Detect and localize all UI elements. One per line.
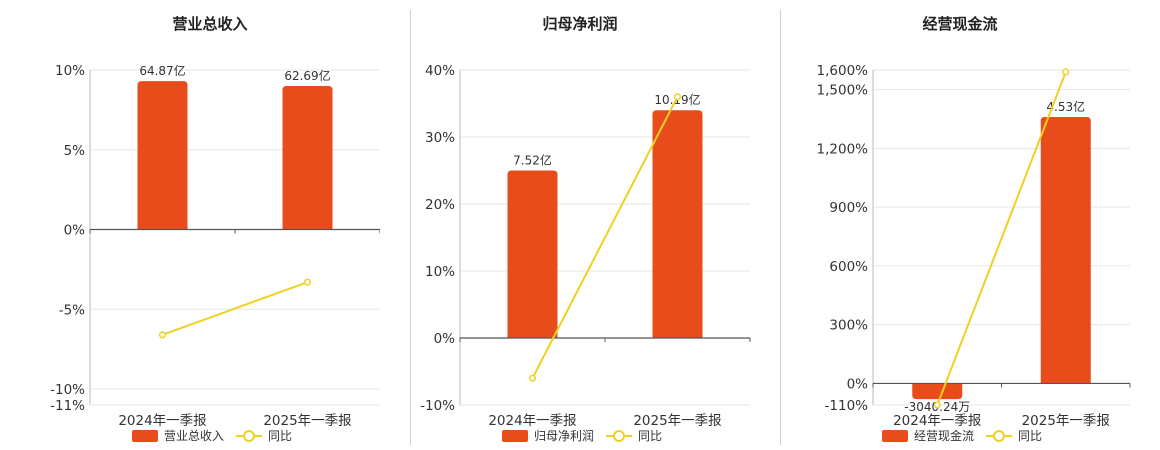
bar (507, 170, 558, 338)
legend-line-marker (993, 430, 1005, 442)
legend-line-label: 同比 (268, 429, 292, 443)
y-tick-label: 0% (64, 223, 86, 239)
chart-title: 归母净利润 (542, 15, 617, 33)
legend-bar-label: 经营现金流 (914, 428, 974, 443)
yoy-point (673, 93, 682, 101)
legend-bar-swatch (132, 430, 158, 442)
yoy-point (933, 401, 941, 409)
legend-bar-swatch (882, 430, 908, 442)
legend-line-label: 同比 (638, 429, 662, 443)
chart-divider (410, 10, 411, 445)
yoy-line (531, 96, 679, 379)
x-category-label: 2025年一季报 (263, 413, 351, 429)
legend-line-label: 同比 (1018, 429, 1042, 443)
legend-bar-label: 归母净利润 (534, 429, 594, 443)
y-tick-label: -10% (420, 398, 455, 414)
legend-bar-swatch (502, 430, 528, 442)
chart-title: 营业总收入 (172, 15, 247, 33)
y-tick-label: 1,500% (817, 83, 869, 99)
yoy-point (158, 331, 167, 339)
y-tick-label: 1,200% (817, 141, 869, 157)
x-category-label: 2024年一季报 (893, 413, 981, 429)
x-category-label: 2024年一季报 (488, 413, 576, 429)
yoy-point (528, 374, 537, 382)
bar (137, 81, 188, 230)
y-tick-label: 20% (425, 197, 455, 213)
chart-title: 经营现金流 (922, 15, 997, 33)
legend-line-marker (243, 430, 255, 442)
x-category-label: 2025年一季报 (633, 413, 721, 429)
y-tick-label: 1,600% (817, 63, 869, 79)
operating-cashflow-chart: 经营现金流 1,600% 1,500% 1,200% 900% 600% 300% 0% -11… (817, 15, 1131, 443)
bar (652, 110, 703, 338)
yoy-line (162, 281, 308, 336)
bar (1040, 117, 1091, 384)
y-tick-label: 600% (829, 259, 868, 275)
bar-value-label: 4.53亿 (1046, 99, 1085, 114)
y-tick-label: -11% (50, 398, 85, 414)
y-tick-label: 30% (425, 130, 455, 146)
y-tick-label: 40% (425, 63, 455, 79)
net-profit-chart: 归母净利润40%30%20%10%0%-10%7.52亿10.19亿2024年一… (420, 15, 751, 443)
bar-value-label: 7.52亿 (513, 153, 552, 168)
legend-line-marker (613, 430, 625, 442)
x-category-label: 2024年一季报 (118, 413, 206, 429)
y-tick-label: 10% (55, 63, 85, 79)
y-tick-label: -5% (59, 302, 85, 318)
revenue-chart: 营业总收入 10% 5% 0% -5% -10%-11% 64.87亿 62.69亿 2024年… (50, 15, 380, 443)
yoy-point (303, 278, 312, 286)
bar (912, 383, 963, 400)
y-tick-label: 900% (829, 200, 868, 216)
y-tick-label: -110% (825, 398, 869, 414)
y-tick-label: 0% (847, 376, 869, 392)
bar-value-label: 62.69亿 (284, 68, 330, 83)
y-tick-label: 0% (434, 331, 456, 347)
legend-bar-label: 营业总收入 (164, 429, 224, 443)
y-tick-label: 10% (425, 264, 455, 280)
y-tick-label: -10% (50, 382, 85, 398)
bar (282, 85, 333, 230)
x-category-label: 2025年一季报 (1022, 413, 1110, 429)
yoy-line (936, 71, 1067, 406)
yoy-point (1062, 68, 1070, 76)
chart-divider (780, 10, 781, 445)
y-tick-label: 300% (829, 318, 868, 334)
bar-value-label: 64.87亿 (139, 63, 185, 78)
y-tick-label: 5% (64, 143, 86, 159)
